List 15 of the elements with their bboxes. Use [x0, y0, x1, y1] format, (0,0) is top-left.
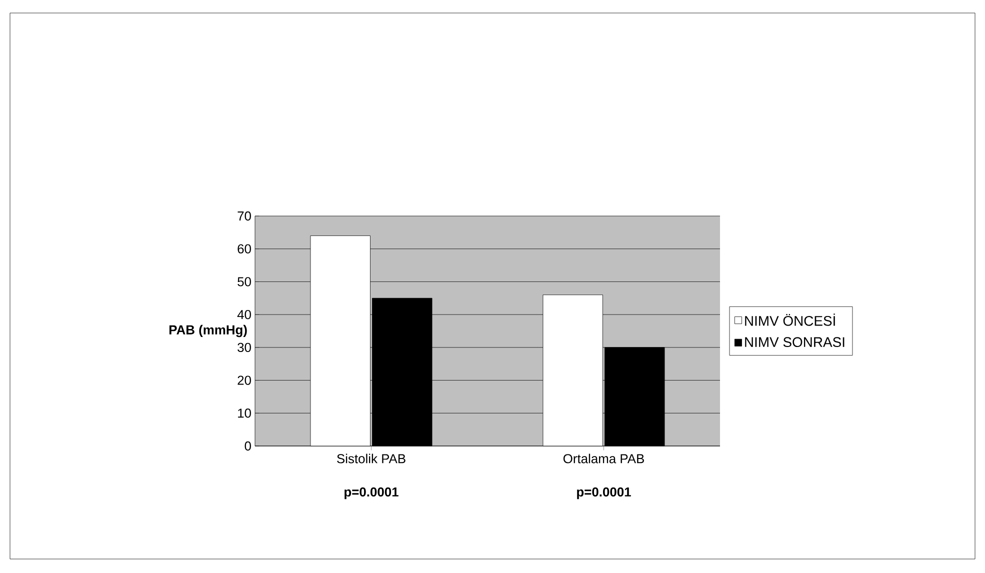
y-tick-label: 50 — [238, 277, 251, 286]
y-axis-title: PAB (mmHg) — [169, 324, 247, 338]
y-tick-label: 60 — [238, 244, 251, 254]
y-tick-label: 20 — [238, 376, 251, 385]
text: p=0.0001 — [344, 487, 398, 500]
y-tick-label: 30 — [238, 342, 251, 352]
y-tick-label: 10 — [238, 408, 251, 418]
x-tick-label: Sistolik PAB — [337, 454, 406, 464]
y-tick-label: 70 — [238, 211, 251, 221]
legend-label: NIMV SONRASI — [745, 337, 844, 348]
y-tick-label: 0 — [244, 441, 251, 451]
legend-label: NIMV ÖNCESİ — [745, 314, 835, 326]
text: p=0.0001 — [577, 487, 631, 500]
y-tick-label: 40 — [237, 310, 251, 320]
x-tick-label: Ortalama PAB — [563, 454, 644, 464]
